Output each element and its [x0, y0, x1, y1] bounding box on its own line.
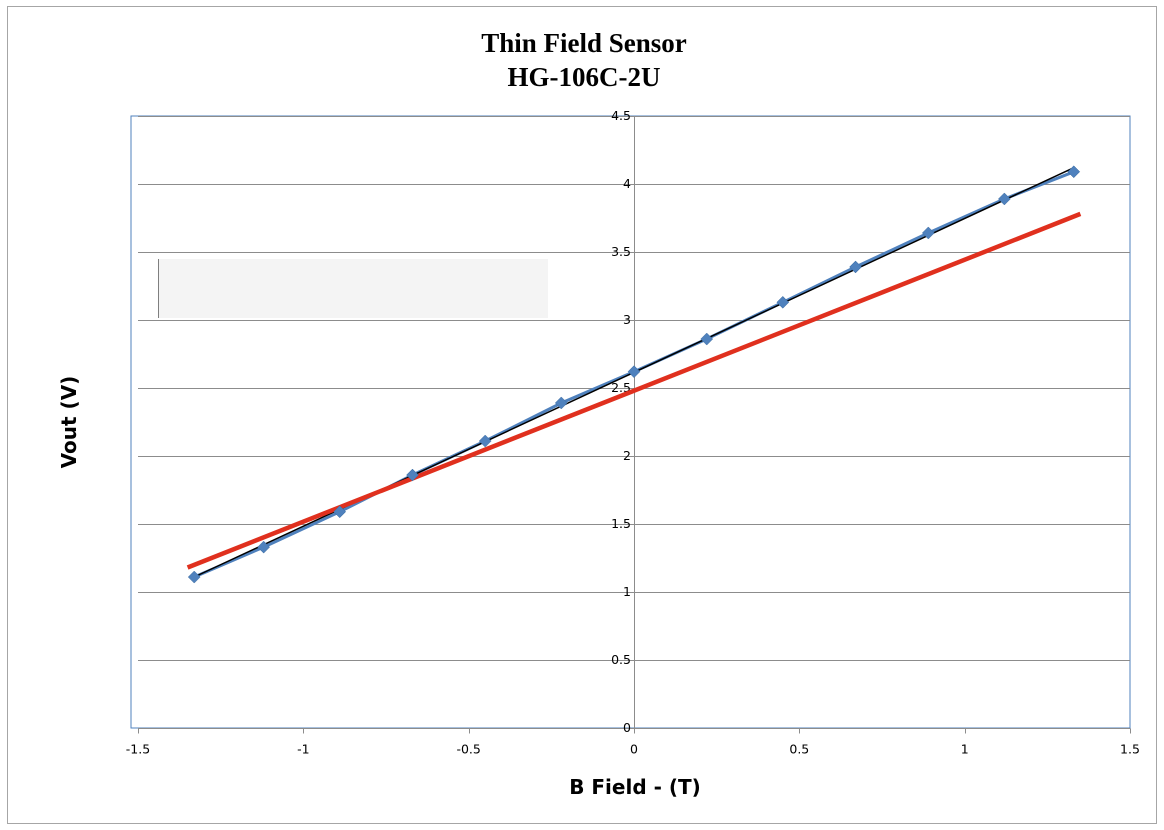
data-point-marker	[700, 332, 714, 346]
x-tick-label: -0.5	[456, 742, 480, 757]
y-tick-label: 1	[623, 584, 631, 599]
blank-text-box	[158, 259, 548, 318]
chart-subtitle: HG-106C-2U	[508, 62, 661, 92]
data-point-marker	[1067, 165, 1081, 179]
y-tick-label: 3.5	[611, 244, 631, 259]
chart-frame: Thin Field Sensor HG-106C-2U 0 0.5 1 1.5 2 2.…	[7, 6, 1157, 824]
y-tick-label: 2.5	[611, 380, 631, 395]
chart-svg: Thin Field Sensor HG-106C-2U 0 0.5 1 1.5 2 2.…	[57, 28, 1140, 799]
data-point-marker	[554, 396, 568, 410]
y-tick-label: 3	[623, 312, 631, 327]
y-tick-label: 0	[623, 720, 631, 735]
x-tick-label: 1.5	[1120, 742, 1140, 757]
data-point-marker	[187, 570, 201, 584]
tick-labels: 0 0.5 1 1.5 2 2.5 3 3.5 4 4.5 -1.5 -1 -0.5 0 0.5 1 1.5	[126, 108, 1140, 757]
plot-area	[130, 115, 1131, 729]
x-tick-label: 1	[961, 742, 969, 757]
x-tick-label: 0	[630, 742, 638, 757]
y-tick-label: 1.5	[611, 516, 631, 531]
data-point-marker	[257, 540, 271, 554]
x-tick-label: 0.5	[789, 742, 809, 757]
data-point-marker	[627, 365, 641, 379]
y-tick-label: 0.5	[611, 652, 631, 667]
series	[186, 165, 1082, 584]
y-tick-label: 4.5	[611, 108, 631, 123]
reference-line	[186, 211, 1082, 570]
data-point-marker	[921, 226, 935, 240]
data-point-marker	[849, 260, 862, 274]
data-point-marker	[478, 434, 492, 448]
x-tick-label: -1	[297, 742, 309, 757]
x-axis-title: B Field - (T)	[569, 775, 701, 799]
data-point-marker	[333, 505, 347, 519]
data-point-marker	[776, 295, 790, 309]
data-point-marker	[406, 468, 419, 482]
y-tick-label: 4	[623, 176, 631, 191]
data-point-marker	[997, 192, 1011, 206]
axes	[138, 116, 1131, 734]
x-tick-label: -1.5	[126, 742, 150, 757]
y-tick-label: 2	[623, 448, 631, 463]
chart-title: Thin Field Sensor	[481, 28, 687, 58]
y-axis-title: Vout (V)	[57, 376, 81, 469]
